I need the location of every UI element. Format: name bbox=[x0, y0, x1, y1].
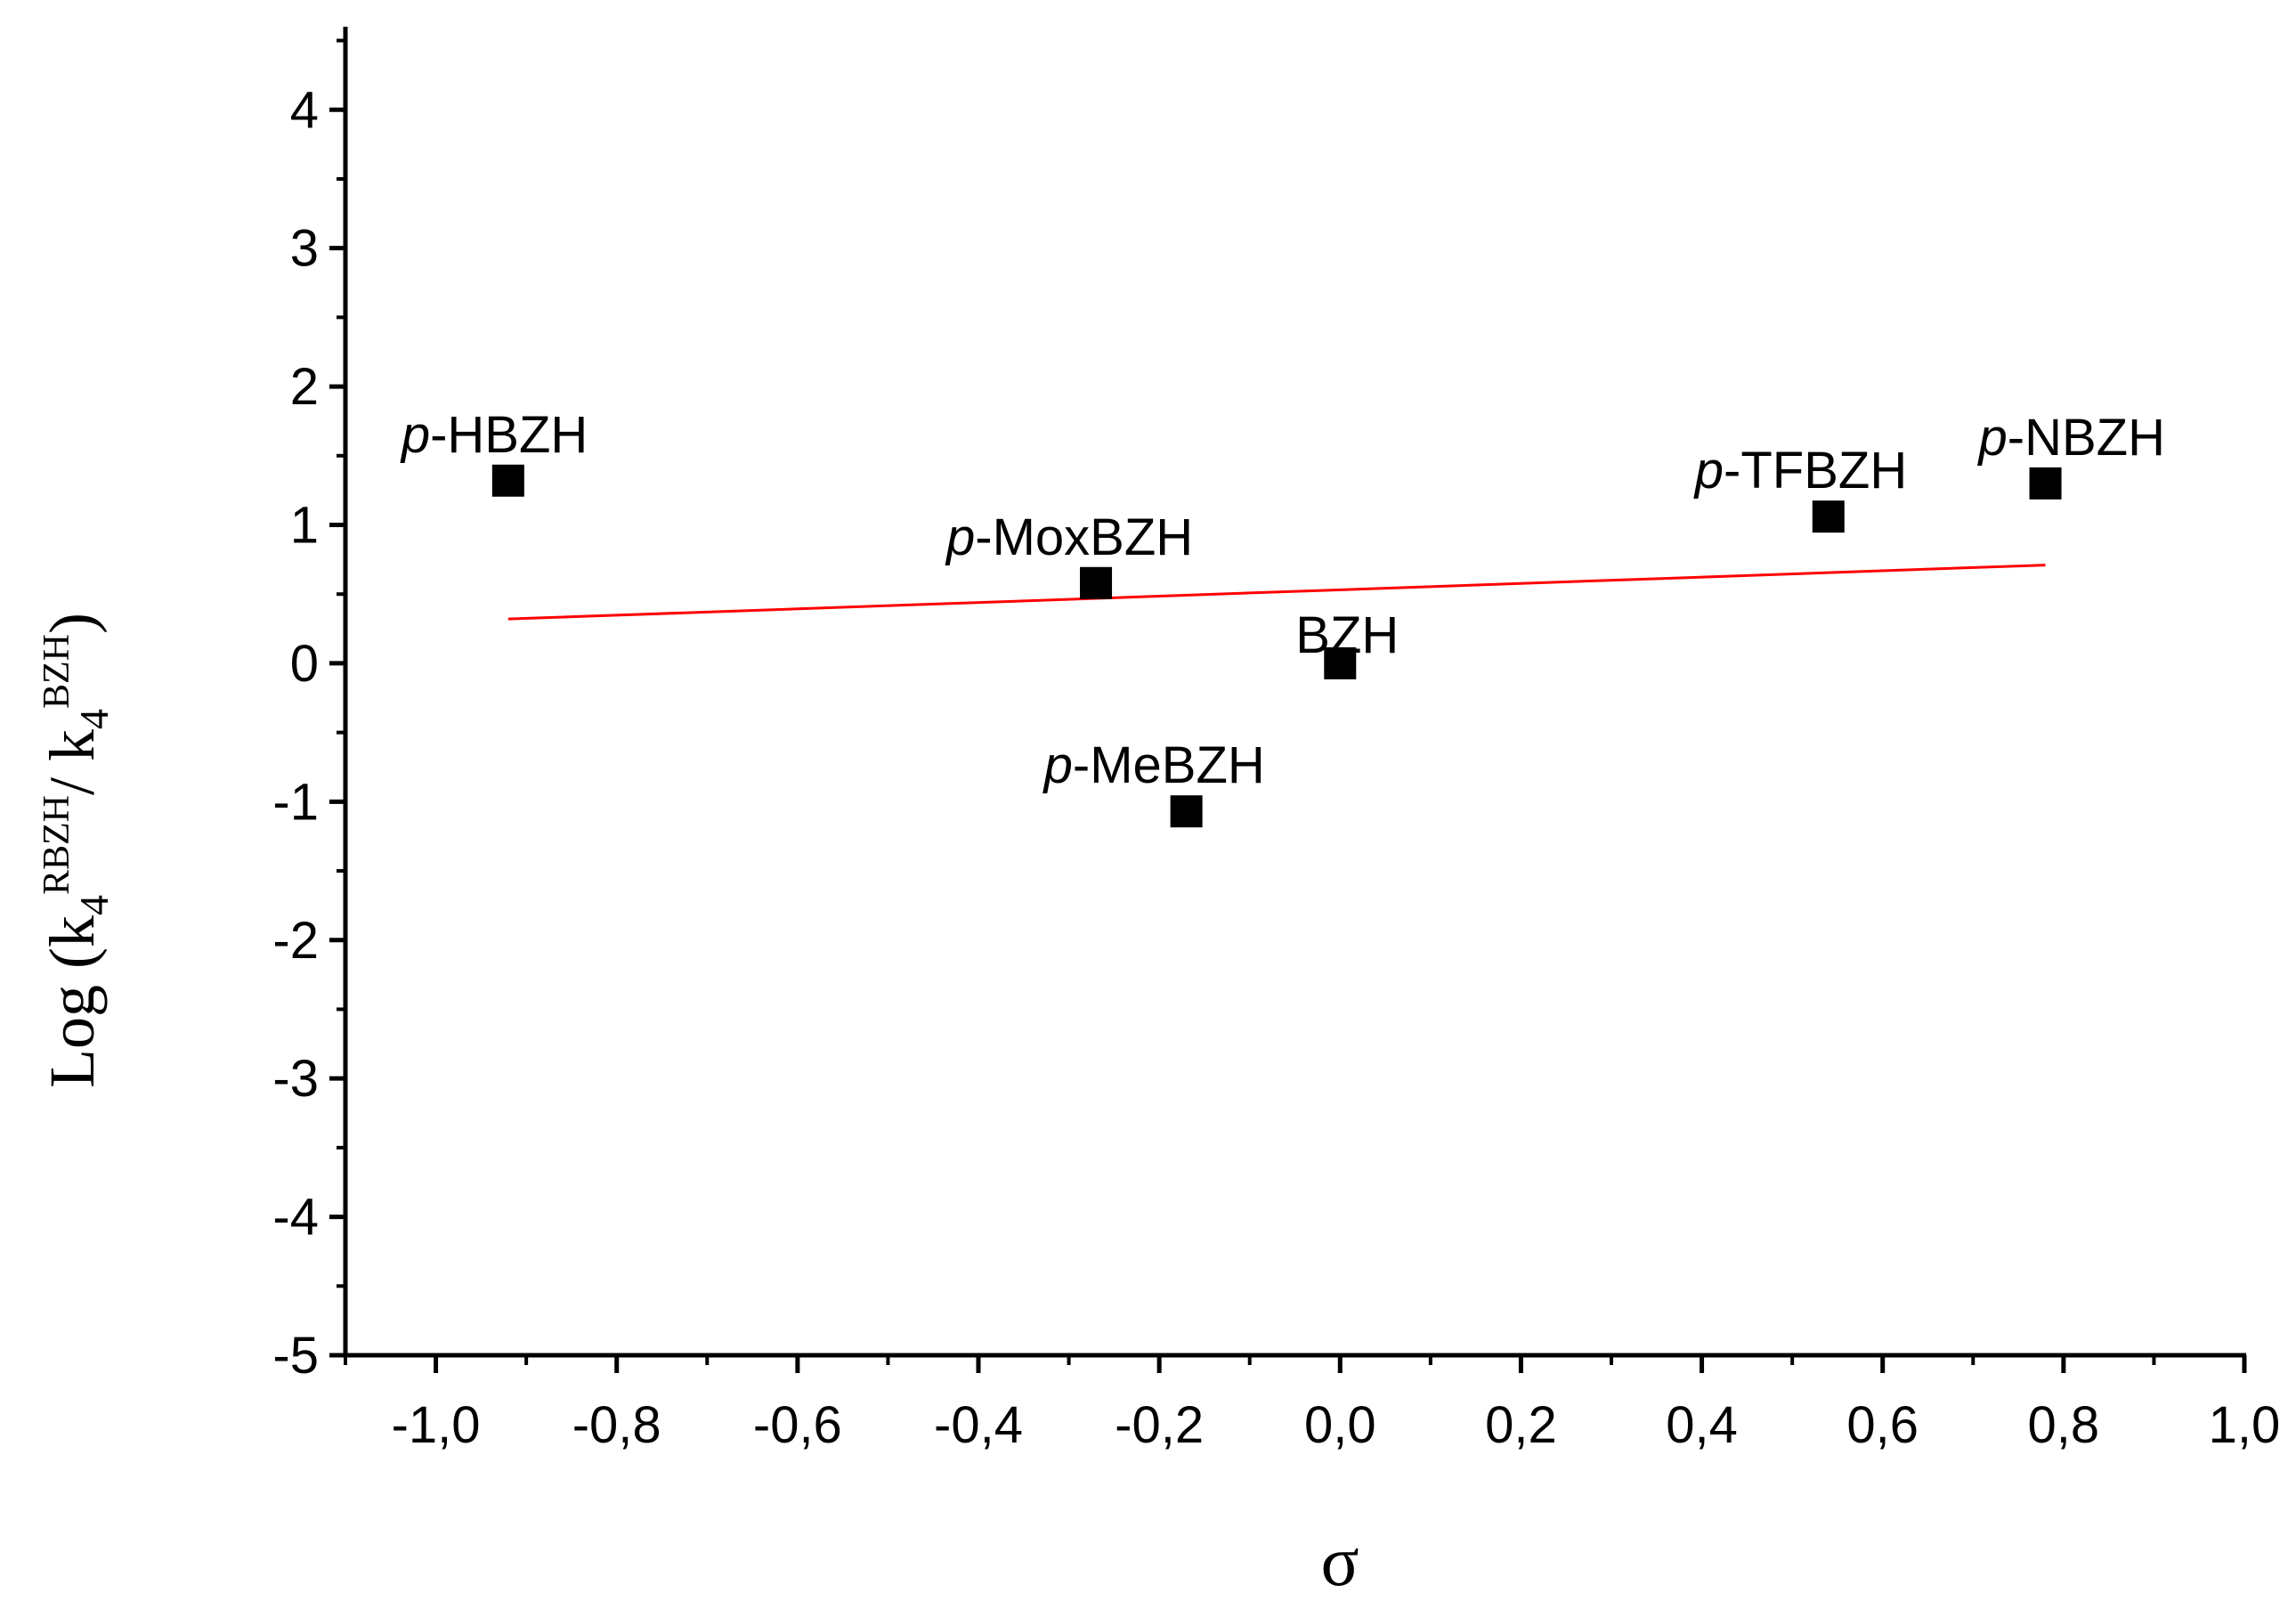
data-point bbox=[1324, 646, 1357, 679]
y-tick-label: 0 bbox=[290, 635, 319, 693]
x-tick-label: 0,0 bbox=[1304, 1396, 1376, 1454]
y-tick-label: -4 bbox=[272, 1189, 319, 1247]
y-tick-label: -2 bbox=[272, 912, 319, 970]
point-labels: p-HBZH p-MoxBZH p-MeBZH BZH p-TFBZH p-NBZH bbox=[400, 406, 2165, 794]
y-tick-label: -1 bbox=[272, 773, 319, 831]
x-tick-label: 0,4 bbox=[1666, 1396, 1738, 1454]
x-tick-label: -0,2 bbox=[1115, 1396, 1204, 1454]
data-point bbox=[2029, 467, 2062, 500]
x-tick-label: 0,8 bbox=[2028, 1396, 2100, 1454]
x-axis-title: σ bbox=[1320, 1523, 1359, 1601]
data-point bbox=[1080, 566, 1113, 599]
y-tick-label: -3 bbox=[272, 1050, 319, 1108]
point-label: p-TFBZH bbox=[1693, 442, 1907, 500]
y-tick-label: 4 bbox=[290, 81, 319, 139]
fit-line-group bbox=[507, 564, 2046, 621]
y-tick-label: 1 bbox=[290, 497, 319, 555]
ticks: 4 3 2 1 0 -1 -2 -3 -4 -5 -1,0 -0,8 -0,6 -0,4 -0,2 0,0 0,… bbox=[272, 38, 2281, 1454]
fit-line bbox=[507, 564, 2046, 621]
axes bbox=[343, 27, 2246, 1358]
x-tick-label: 1,0 bbox=[2209, 1396, 2281, 1454]
y-tick-label: 3 bbox=[290, 220, 319, 278]
x-tick-label: -0,8 bbox=[572, 1396, 661, 1454]
point-label: p-NBZH bbox=[1977, 409, 2165, 467]
y-tick-label: -5 bbox=[272, 1327, 319, 1385]
data-point bbox=[1812, 500, 1845, 533]
x-tick-label: -0,4 bbox=[934, 1396, 1023, 1454]
data-point bbox=[1170, 795, 1203, 828]
point-label: BZH bbox=[1295, 606, 1399, 664]
x-tick-label: 0,6 bbox=[1846, 1396, 1919, 1454]
point-label: p-MoxBZH bbox=[945, 508, 1193, 566]
x-tick-label: -0,6 bbox=[753, 1396, 842, 1454]
data-point bbox=[491, 464, 524, 497]
points bbox=[491, 464, 2062, 828]
x-tick-label: -1,0 bbox=[392, 1396, 481, 1454]
point-label: p-MeBZH bbox=[1043, 736, 1265, 794]
y-axis-title: Log (k4RBZH/ k4BZH) bbox=[37, 613, 117, 1088]
x-tick-label: 0,2 bbox=[1485, 1396, 1557, 1454]
point-label: p-HBZH bbox=[400, 406, 588, 464]
y-tick-label: 2 bbox=[290, 358, 319, 416]
